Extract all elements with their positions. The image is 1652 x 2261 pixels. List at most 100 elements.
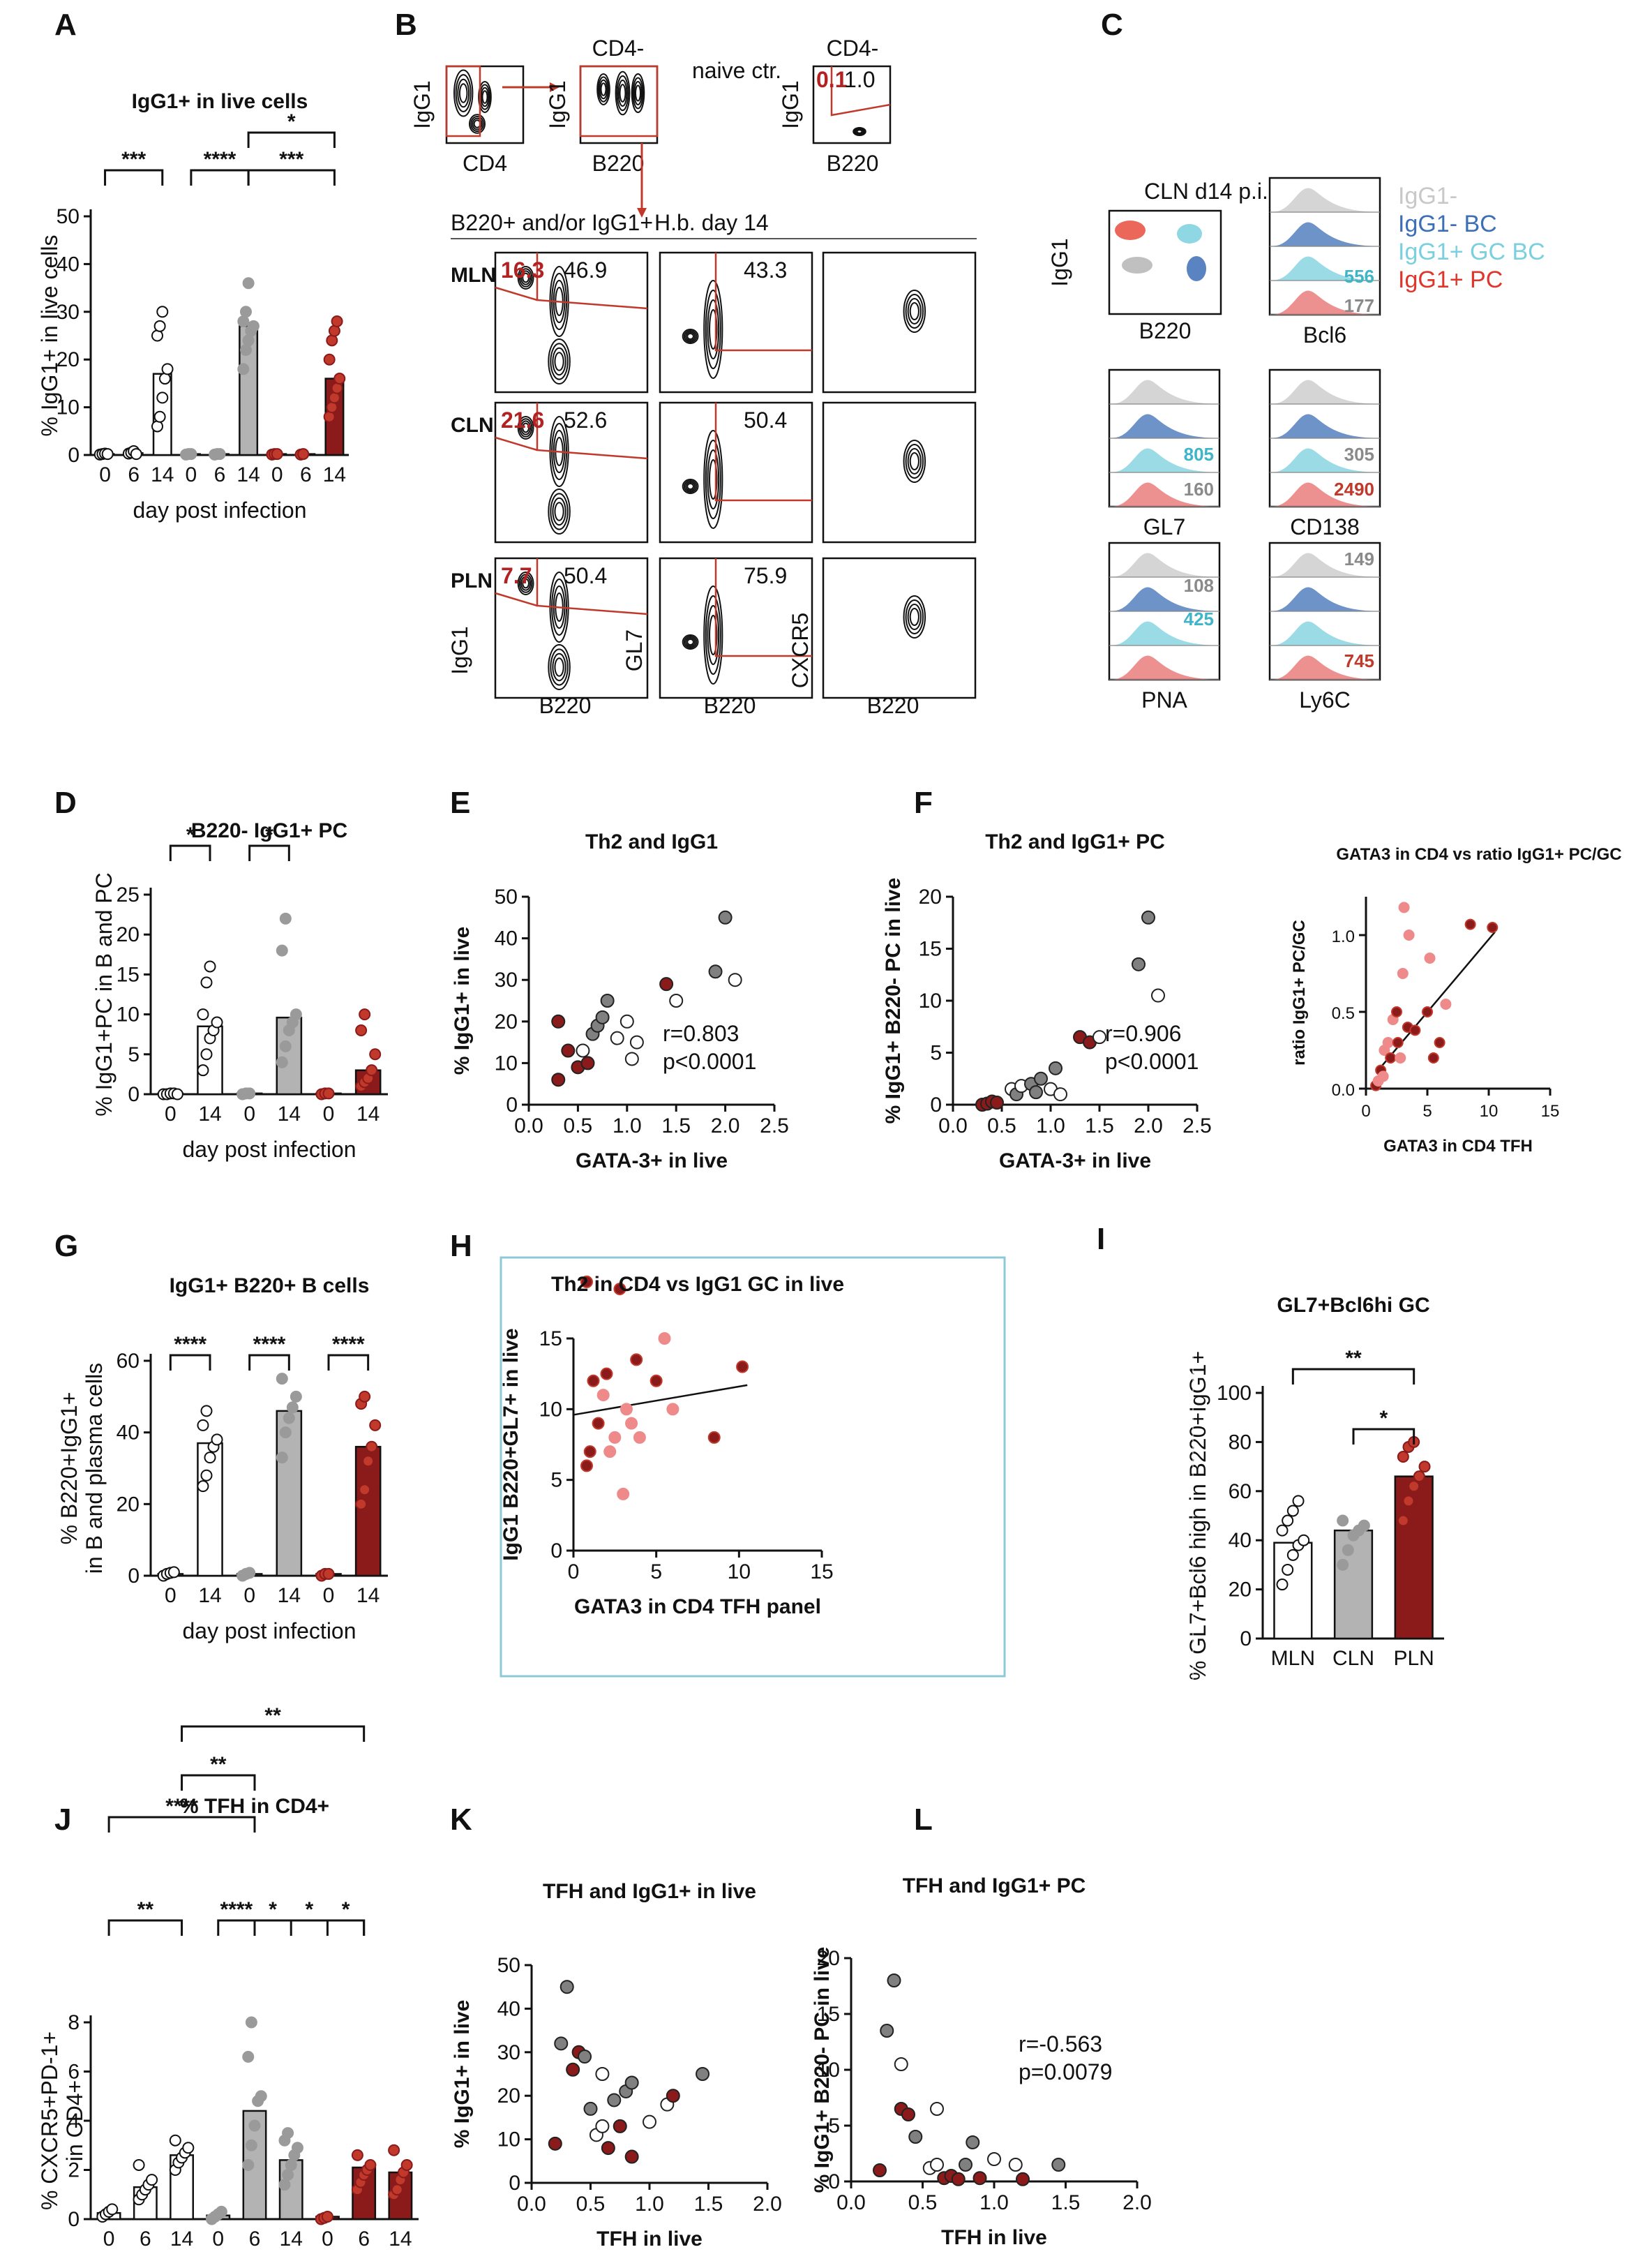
x-axis-label: GATA3 in CD4 TFH <box>1383 1137 1533 1156</box>
data-point <box>245 2016 257 2029</box>
significance-bracket <box>247 169 336 186</box>
data-point <box>551 1073 566 1087</box>
data-point <box>1282 1563 1294 1576</box>
data-point <box>362 1455 375 1468</box>
x-tick-label: 0.5 <box>908 2191 938 2214</box>
data-point <box>1377 1070 1389 1082</box>
bar <box>276 1410 303 1577</box>
data-point <box>1276 1524 1289 1537</box>
data-point <box>158 373 171 385</box>
x-axis-label: day post infection <box>182 1137 356 1162</box>
data-point <box>286 1401 299 1414</box>
x-tick-label: 5 <box>1422 1102 1432 1121</box>
x-tick-label: 2.0 <box>1134 1114 1163 1137</box>
data-point <box>1395 1052 1406 1064</box>
data-point <box>583 1445 596 1458</box>
data-point <box>130 448 142 461</box>
contour <box>480 87 490 107</box>
y-tick-label: 10 <box>57 396 80 419</box>
data-point <box>276 1452 288 1464</box>
data-point <box>276 1373 288 1385</box>
data-point <box>930 2158 944 2172</box>
y-tick-label: 50 <box>497 1954 520 1977</box>
flow-plot-gl7-b220 <box>659 251 813 394</box>
data-point <box>580 1459 593 1472</box>
histogram-mfi: 745 <box>1344 650 1374 671</box>
data-point <box>1337 1558 1349 1571</box>
row-label: MLN <box>451 264 496 287</box>
naive-q1: 0.1 <box>816 67 847 92</box>
flow-y-label: IgG1 <box>447 626 472 674</box>
x-tick-label: 14 <box>389 2228 412 2251</box>
data-point <box>625 1417 638 1430</box>
quadrant-bc: 52.6 <box>564 408 607 433</box>
histogram-curve <box>1112 587 1217 612</box>
naive-q2: 1.0 <box>844 67 875 92</box>
data-point <box>1358 1519 1370 1532</box>
significance-bracket <box>104 169 164 186</box>
contour <box>634 84 642 102</box>
contour <box>455 74 472 112</box>
y-tick-label: 8 <box>68 2011 80 2034</box>
naive-y-label: IgG1 <box>778 80 803 128</box>
histogram-curve <box>1272 587 1377 612</box>
data-point <box>1391 1006 1402 1017</box>
data-point <box>156 306 169 318</box>
x-tick-label: 1.5 <box>694 2193 723 2216</box>
data-point <box>243 1567 256 1579</box>
data-point <box>1049 1061 1062 1075</box>
x-tick-label: CLN <box>1332 1647 1374 1670</box>
x-tick-label: 1.0 <box>979 2191 1009 2214</box>
histogram-marker-label: CD138 <box>1290 514 1360 539</box>
dot-cluster <box>1122 257 1152 274</box>
data-point <box>1409 1024 1421 1036</box>
x-axis-label: TFH in live <box>596 2228 703 2251</box>
quadrant-gl7: 50.4 <box>744 408 787 433</box>
data-point <box>1342 1544 1354 1556</box>
contour <box>550 648 569 686</box>
panel-label-i: I <box>1097 1222 1105 1256</box>
data-point <box>1132 957 1146 971</box>
x-axis-label: GATA3 in CD4 TFH panel <box>574 1595 821 1618</box>
data-point <box>355 1498 368 1510</box>
chart-title: IgG1+ B220+ B cells <box>170 1274 370 1297</box>
contour <box>705 595 721 675</box>
stat-r: r=0.906 <box>1105 1021 1181 1046</box>
panel-label-d: D <box>54 786 77 820</box>
significance-label: **** <box>253 1333 286 1356</box>
significance-bracket <box>169 1354 211 1371</box>
y-tick-label: 100 <box>1217 1382 1252 1405</box>
panel-h-frame <box>500 1256 1006 1678</box>
y-tick-label: 0.0 <box>1332 1081 1355 1100</box>
data-point <box>600 1367 613 1380</box>
y-tick-label: 15 <box>117 963 140 986</box>
data-point <box>391 2184 403 2196</box>
x-tick-label: 0 <box>322 2228 333 2251</box>
data-point <box>1051 2158 1066 2172</box>
data-point <box>1034 1071 1048 1086</box>
data-point <box>283 1412 295 1424</box>
contour <box>685 637 696 647</box>
gating-x-label: CD4 <box>463 151 507 176</box>
y-tick-label: 0 <box>930 1094 942 1117</box>
contour <box>554 352 564 371</box>
dot-cluster <box>1115 221 1146 240</box>
data-point <box>601 2141 615 2156</box>
y-tick-label: 10 <box>539 1398 562 1421</box>
x-tick-label: 2.0 <box>1122 2191 1152 2214</box>
histogram-curve <box>1272 414 1377 439</box>
histogram-marker-label: Bcl6 <box>1303 322 1346 348</box>
data-point <box>873 2163 887 2177</box>
contour <box>616 75 629 112</box>
panel-label-j: J <box>54 1803 71 1837</box>
y-axis-label: % IgG1+ B220- PC in live <box>811 1947 834 2193</box>
data-point <box>669 994 684 1008</box>
x-axis-label: TFH in live <box>941 2226 1047 2249</box>
data-point <box>239 344 252 357</box>
x-tick-label: 1.5 <box>661 1114 691 1137</box>
flow-x-label: B220 <box>867 693 919 718</box>
significance-label: * <box>269 1898 277 1921</box>
data-point <box>213 448 226 461</box>
data-point <box>321 2210 333 2223</box>
